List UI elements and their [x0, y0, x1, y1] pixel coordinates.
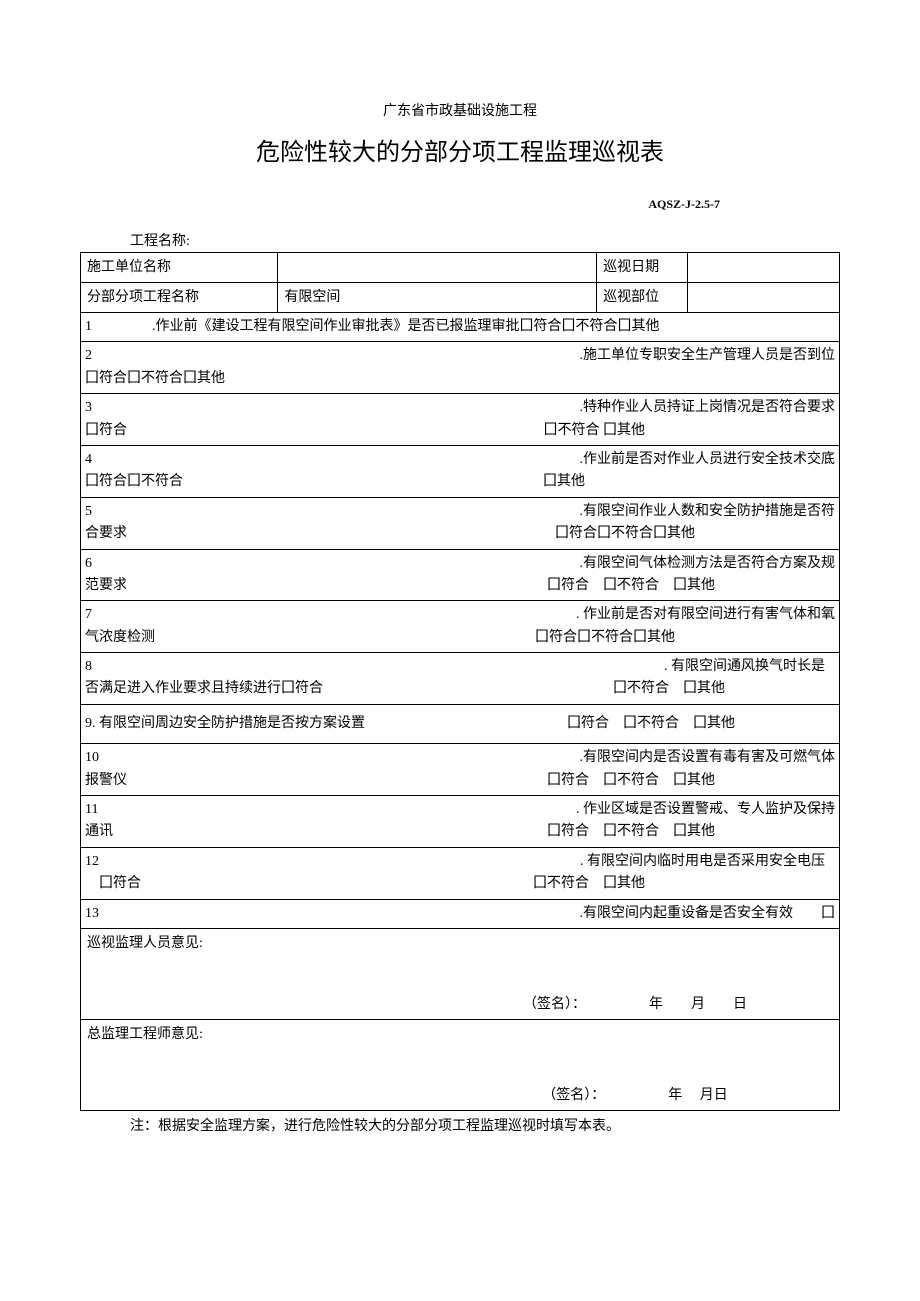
inspector-opinion-row: 巡视监理人员意见: （签名）： 年 月 日 [81, 928, 840, 1019]
item-text: . 有限空间周边安全防护措施是否按方案设置 [92, 716, 365, 731]
item-options-right: 囗不符合 囗其他 [544, 420, 836, 442]
inspector-opinion-label: 巡视监理人员意见: [87, 933, 833, 954]
item-options: 囗符合 囗不符合 囗其他 [567, 713, 835, 735]
item-question: .特种作业人员持证上岗情况是否符合要求 [580, 397, 836, 419]
document-code: AQSZ-J-2.5-7 [80, 197, 840, 212]
item-options-right: 囗不符合 囗其他 [533, 873, 835, 895]
check-item-3: 3 .特种作业人员持证上岗情况是否符合要求 囗符合 囗不符合 囗其他 [81, 394, 840, 446]
check-item-8: 8 . 有限空间通风换气时长是 否满足进入作业要求且持续进行囗符合 囗不符合 囗… [81, 653, 840, 705]
footer-note: 注：根据安全监理方案，进行危险性较大的分部分项工程监理巡视时填写本表。 [80, 1115, 840, 1135]
construction-unit-label: 施工单位名称 [81, 253, 278, 283]
item-options-right: 囗符合 囗不符合 囗其他 [547, 821, 835, 843]
item-num: 6 [85, 556, 92, 571]
item-question: .有限空间作业人数和安全防护措施是否符 [580, 501, 836, 523]
subproject-label: 分部分项工程名称 [81, 283, 278, 313]
construction-unit-value [278, 253, 597, 283]
inspector-signature-line: （签名）： 年 月 日 [87, 954, 833, 1015]
item-question: . 作业区域是否设置警戒、专人监护及保持 [576, 799, 835, 821]
item-options-left: 囗符合囗不符合 [85, 474, 183, 489]
item-num: 12 [85, 854, 99, 869]
check-item-5: 5 .有限空间作业人数和安全防护措施是否符 合要求 囗符合囗不符合囗其他 [81, 497, 840, 549]
item-num: 9 [85, 716, 92, 731]
check-item-4: 4 .作业前是否对作业人员进行安全技术交底 囗符合囗不符合 囗其他 [81, 445, 840, 497]
item-question: . 有限空间内临时用电是否采用安全电压 [580, 851, 835, 873]
check-item-2: 2 .施工单位专职安全生产管理人员是否到位 囗符合囗不符合囗其他 [81, 342, 840, 394]
inspection-part-label: 巡视部位 [597, 283, 688, 313]
item-options-right: 囗符合 囗不符合 囗其他 [547, 575, 835, 597]
inspection-date-value [688, 253, 840, 283]
inspection-part-value [688, 283, 840, 313]
item-question: . 作业前是否对有限空间进行有害气体和氧 [576, 604, 835, 626]
item-text-left: 气浓度检测 [85, 630, 155, 645]
item-num: 1 [85, 319, 92, 334]
check-item-6: 6 .有限空间气体检测方法是否符合方案及规 范要求 囗符合 囗不符合 囗其他 [81, 549, 840, 601]
engineer-signature-line: （签名）： 年 月日 [87, 1045, 833, 1106]
item-text-left: 报警仪 [85, 773, 127, 788]
item-num: 5 [85, 504, 92, 519]
info-row-2: 分部分项工程名称 有限空间 巡视部位 [81, 283, 840, 313]
item-options-right: 囗不符合 囗其他 [613, 678, 835, 700]
check-item-9: 9. 有限空间周边安全防护措施是否按方案设置 囗符合 囗不符合 囗其他 [81, 704, 840, 743]
check-item-1: 1 .作业前《建设工程有限空间作业审批表》是否已报监理审批囗符合囗不符合囗其他 [81, 313, 840, 342]
pretitle: 广东省市政基础设施工程 [80, 100, 840, 120]
item-question: .施工单位专职安全生产管理人员是否到位 [580, 345, 836, 367]
item-question: .作业前是否对作业人员进行安全技术交底 [580, 449, 836, 471]
main-table: 施工单位名称 巡视日期 分部分项工程名称 有限空间 巡视部位 1 .作业前《建设工… [80, 252, 840, 1111]
item-text-left: 否满足进入作业要求且持续进行囗符合 [85, 681, 323, 696]
item-num: 7 [85, 607, 92, 622]
item-text: .作业前《建设工程有限空间作业审批表》是否已报监理审批囗符合囗不符合囗其他 [152, 319, 660, 334]
item-num: 10 [85, 750, 99, 765]
check-item-11: 11 . 作业区域是否设置警戒、专人监护及保持 通讯 囗符合 囗不符合 囗其他 [81, 796, 840, 848]
item-options-right: 囗符合 囗不符合 囗其他 [547, 770, 835, 792]
check-item-7: 7 . 作业前是否对有限空间进行有害气体和氧 气浓度检测 囗符合囗不符合囗其他 [81, 601, 840, 653]
engineer-opinion-row: 总监理工程师意见: （签名）： 年 月日 [81, 1019, 840, 1110]
document-title: 危险性较大的分部分项工程监理巡视表 [80, 132, 840, 167]
check-item-13: 13 .有限空间内起重设备是否安全有效 囗 [81, 899, 840, 928]
item-options-right: 囗其他 [543, 471, 835, 493]
item-question: . 有限空间通风换气时长是 [664, 656, 835, 678]
item-question: .有限空间气体检测方法是否符合方案及规 [580, 553, 836, 575]
item-options-left: 囗符合 [85, 423, 127, 438]
check-item-12: 12 . 有限空间内临时用电是否采用安全电压 囗符合 囗不符合 囗其他 [81, 847, 840, 899]
item-question: .有限空间内是否设置有毒有害及可燃气体 [580, 747, 836, 769]
item-num: 11 [85, 802, 98, 817]
inspection-date-label: 巡视日期 [597, 253, 688, 283]
item-num: 2 [85, 348, 92, 363]
item-num: 13 [85, 906, 99, 921]
engineer-opinion-label: 总监理工程师意见: [87, 1024, 833, 1045]
item-num: 4 [85, 452, 92, 467]
item-options: 囗符合囗不符合囗其他 [85, 371, 225, 386]
subproject-value: 有限空间 [278, 283, 597, 313]
project-name-label: 工程名称: [80, 230, 840, 250]
check-item-10: 10 .有限空间内是否设置有毒有害及可燃气体 报警仪 囗符合 囗不符合 囗其他 [81, 744, 840, 796]
info-row-1: 施工单位名称 巡视日期 [81, 253, 840, 283]
item-question: .有限空间内起重设备是否安全有效 囗 [580, 903, 836, 925]
item-num: 8 [85, 659, 92, 674]
item-num: 3 [85, 400, 92, 415]
item-text-left: 范要求 [85, 578, 127, 593]
item-options-right: 囗符合囗不符合囗其他 [555, 523, 835, 545]
item-text-left: 通讯 [85, 824, 113, 839]
item-options-right: 囗符合囗不符合囗其他 [535, 627, 835, 649]
item-text-left: 合要求 [85, 526, 127, 541]
item-options-left: 囗符合 [85, 876, 141, 891]
